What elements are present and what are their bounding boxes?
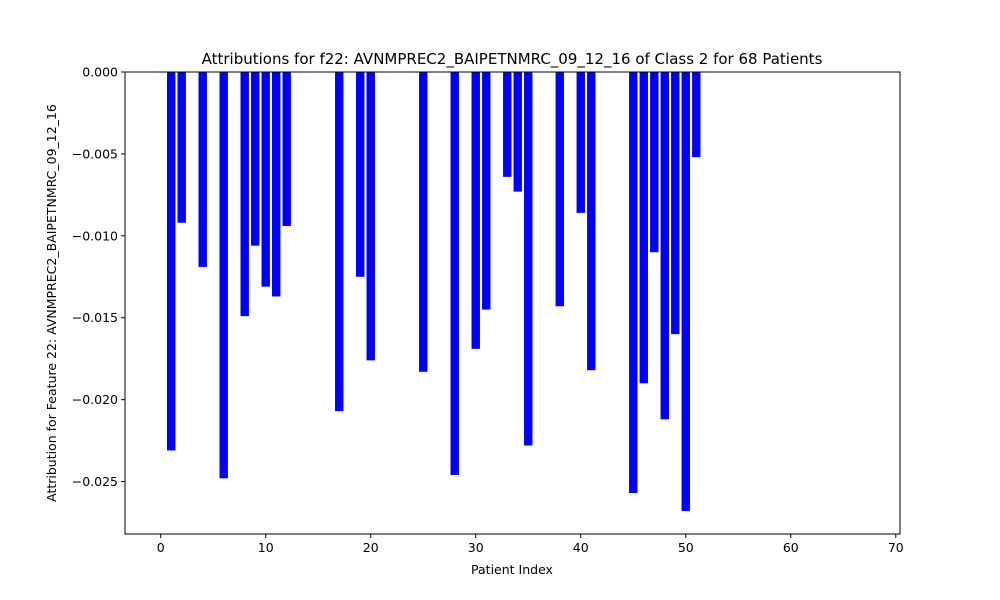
x-tick-label: 60 <box>783 540 799 555</box>
bar-patient-35 <box>524 72 533 446</box>
bar-patient-33 <box>503 72 512 177</box>
bar-patient-9 <box>251 72 260 246</box>
bar-patient-47 <box>650 72 659 253</box>
bar-patient-1 <box>167 72 176 451</box>
bar-patient-17 <box>335 72 344 412</box>
bar-patient-46 <box>639 72 648 384</box>
bar-patient-28 <box>450 72 459 476</box>
chart-title: Attributions for f22: AVNMPREC2_BAIPETNM… <box>202 50 823 69</box>
y-tick-label: −0.005 <box>72 146 118 161</box>
bar-patient-8 <box>240 72 249 317</box>
bar-patient-31 <box>482 72 491 310</box>
x-tick-label: 50 <box>678 540 694 555</box>
y-tick-label: −0.025 <box>72 474 118 489</box>
plot-frame <box>124 71 901 535</box>
bar-patient-51 <box>692 72 701 158</box>
y-tick-label: −0.020 <box>72 392 118 407</box>
bar-patient-25 <box>419 72 428 372</box>
y-axis: 0.000 −0.005 −0.010 −0.015 −0.020 −0.025 <box>72 65 125 489</box>
bar-patient-30 <box>471 72 480 349</box>
bar-patient-38 <box>555 72 564 307</box>
bar-patient-12 <box>282 72 291 226</box>
bar-patient-45 <box>629 72 638 494</box>
bar-patient-40 <box>576 72 585 213</box>
bar-patient-49 <box>671 72 680 335</box>
bar-patient-2 <box>177 72 186 223</box>
bar-patient-20 <box>366 72 375 361</box>
x-axis-label: Patient Index <box>471 562 553 577</box>
bar-patient-41 <box>587 72 596 371</box>
bar-patient-4 <box>198 72 207 267</box>
x-tick-label: 10 <box>258 540 274 555</box>
bar-patient-19 <box>356 72 365 277</box>
bar-patient-48 <box>660 72 669 420</box>
x-tick-label: 30 <box>468 540 484 555</box>
bar-patient-50 <box>681 72 690 512</box>
y-tick-label: −0.010 <box>72 228 118 243</box>
bar-patient-6 <box>219 72 228 479</box>
y-tick-label: 0.000 <box>82 65 118 80</box>
y-axis-label: Attribution for Feature 22: AVNMPREC2_BA… <box>44 104 59 502</box>
x-tick-label: 70 <box>888 540 904 555</box>
bar-patient-34 <box>513 72 522 192</box>
bar-patient-11 <box>272 72 281 297</box>
x-axis: 0 10 20 30 40 50 60 70 <box>157 534 904 555</box>
bar-patient-10 <box>261 72 270 287</box>
y-tick-label: −0.015 <box>72 310 118 325</box>
x-tick-label: 20 <box>363 540 379 555</box>
x-tick-label: 0 <box>157 540 165 555</box>
bars-group <box>167 72 701 512</box>
x-tick-label: 40 <box>573 540 589 555</box>
